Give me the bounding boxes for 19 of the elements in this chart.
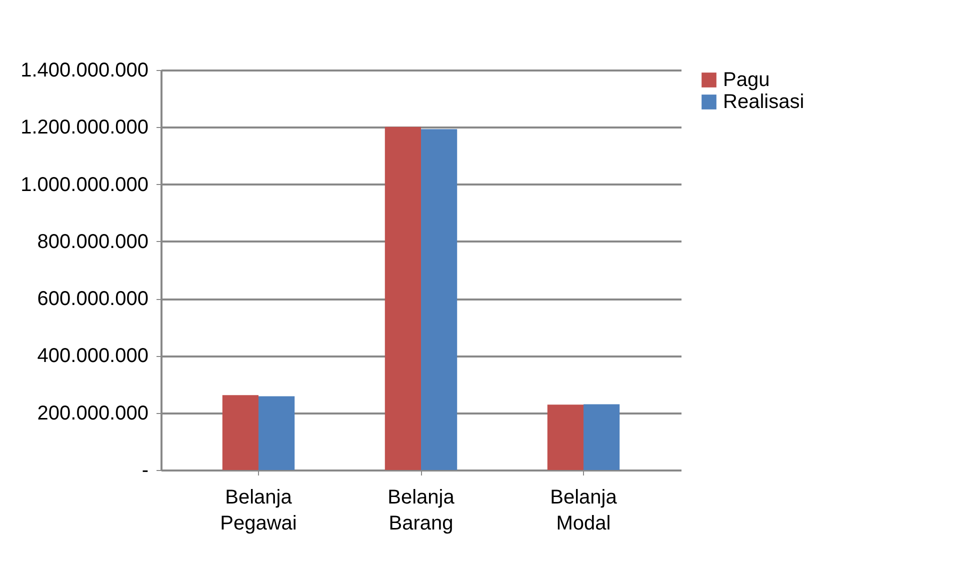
- y-tick-label: 200.000.000: [37, 402, 148, 424]
- bar: [547, 404, 584, 470]
- bar: [421, 129, 458, 470]
- x-tick-label: Belanja Pegawai: [220, 486, 297, 534]
- y-tick-label: 800.000.000: [37, 230, 148, 253]
- x-tick-label: Belanja Barang: [388, 486, 456, 534]
- legend-label: Realisasi: [723, 91, 804, 113]
- bar: [258, 396, 295, 470]
- y-tick-label: -: [142, 460, 148, 482]
- y-tick-label: 1.400.000.000: [20, 60, 148, 82]
- y-tick-label: 600.000.000: [37, 288, 148, 310]
- bar: [384, 126, 421, 470]
- legend-label: Pagu: [723, 69, 770, 91]
- y-tick-label: 1.000.000.000: [20, 174, 148, 196]
- x-tick-label: Belanja Modal: [550, 486, 618, 534]
- bar: [584, 404, 620, 470]
- bar: [222, 395, 258, 470]
- y-tick-label: 1.200.000.000: [20, 116, 148, 139]
- y-tick-label: 400.000.000: [37, 345, 148, 368]
